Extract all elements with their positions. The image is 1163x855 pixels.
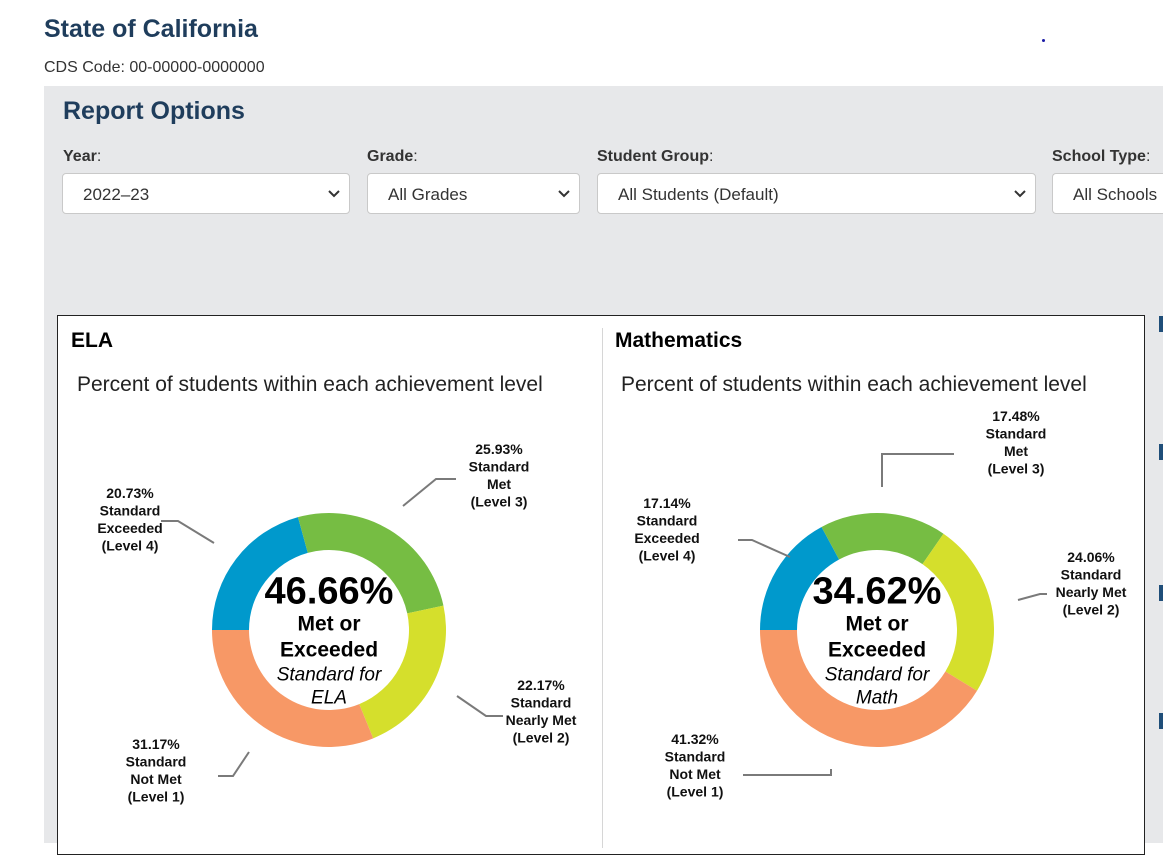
leader-line — [402, 478, 456, 507]
data-label: 20.73% Standard Exceeded (Level 4) — [97, 485, 162, 554]
side-marker — [1159, 585, 1163, 601]
center-label: Exceeded — [280, 638, 378, 661]
leader-line — [1017, 593, 1047, 601]
donut-slice — [760, 526, 840, 630]
data-label: 41.32% Standard Not Met (Level 1) — [665, 731, 726, 800]
ela-panel-title: ELA — [71, 329, 113, 352]
data-label: 31.17% Standard Not Met (Level 1) — [126, 736, 187, 805]
results-card: ELA Percent of students within each achi… — [57, 315, 1145, 855]
entity-title: State of California — [44, 15, 258, 43]
data-label: 17.48% Standard Met (Level 3) — [986, 408, 1047, 477]
leader-line — [743, 769, 832, 776]
year-select-value: 2022–23 — [83, 185, 150, 204]
leader-line — [881, 453, 954, 487]
donut-slice — [821, 513, 944, 565]
grade-select[interactable]: All Grades — [367, 173, 580, 214]
side-marker — [1159, 316, 1163, 332]
student-group-select[interactable]: All Students (Default) — [597, 173, 1036, 214]
center-percent: 34.62% — [813, 570, 942, 612]
school-type-select[interactable]: All Schools — [1052, 173, 1163, 214]
donut-slice — [359, 605, 447, 739]
center-caption: ELA — [311, 688, 347, 709]
center-label: Exceeded — [828, 638, 926, 661]
center-caption: Math — [856, 688, 898, 709]
cds-code: CDS Code: 00-00000-0000000 — [44, 59, 265, 76]
leader-line — [161, 520, 215, 544]
data-label: 22.17% Standard Nearly Met (Level 2) — [506, 677, 577, 746]
side-marker — [1159, 713, 1163, 729]
center-caption: Standard for — [825, 665, 930, 686]
math-panel-subtitle: Percent of students within each achievem… — [621, 373, 1087, 396]
donut-slice — [212, 630, 374, 747]
donut-slice — [297, 513, 444, 614]
year-select[interactable]: 2022–23 — [62, 173, 350, 214]
center-label: Met or — [846, 612, 909, 635]
donut-slice — [212, 517, 308, 630]
report-options-panel: Report Options Year: 2022–23 Grade: All … — [44, 86, 1163, 855]
math-donut-chart: 17.14% Standard Exceeded (Level 4) 17.48% Sta… — [634, 408, 1127, 800]
data-label: 24.06% Standard Nearly Met (Level 2) — [1056, 549, 1127, 618]
year-label: Year: — [63, 148, 102, 165]
chevron-down-icon — [328, 190, 340, 198]
data-label: 25.93% Standard Met (Level 3) — [469, 441, 530, 510]
chevron-down-icon — [558, 190, 570, 198]
data-label: 17.14% Standard Exceeded (Level 4) — [634, 495, 699, 564]
grade-label: Grade: — [367, 148, 418, 165]
center-label: Met or — [298, 612, 361, 635]
side-marker — [1159, 444, 1163, 460]
school-type-label: School Type: — [1052, 148, 1151, 165]
donut-slice — [922, 533, 994, 691]
leader-line — [456, 695, 503, 717]
grade-select-value: All Grades — [388, 185, 468, 204]
center-percent: 46.66% — [265, 570, 394, 612]
school-type-select-value: All Schools — [1073, 185, 1158, 204]
student-group-label: Student Group: — [597, 148, 714, 165]
ela-panel-subtitle: Percent of students within each achievem… — [77, 373, 543, 396]
math-panel-title: Mathematics — [615, 329, 743, 352]
center-caption: Standard for — [277, 665, 382, 686]
report-options-title: Report Options — [63, 97, 245, 125]
panel-divider — [602, 328, 603, 848]
leader-line — [738, 539, 791, 558]
chevron-down-icon — [1014, 190, 1026, 198]
donut-slice — [760, 630, 978, 747]
student-group-select-value: All Students (Default) — [618, 185, 779, 204]
ela-donut-chart: 20.73% Standard Exceeded (Level 4) 25.93% Sta… — [97, 441, 577, 805]
cursor-dot — [1042, 39, 1045, 42]
leader-line — [218, 751, 250, 777]
